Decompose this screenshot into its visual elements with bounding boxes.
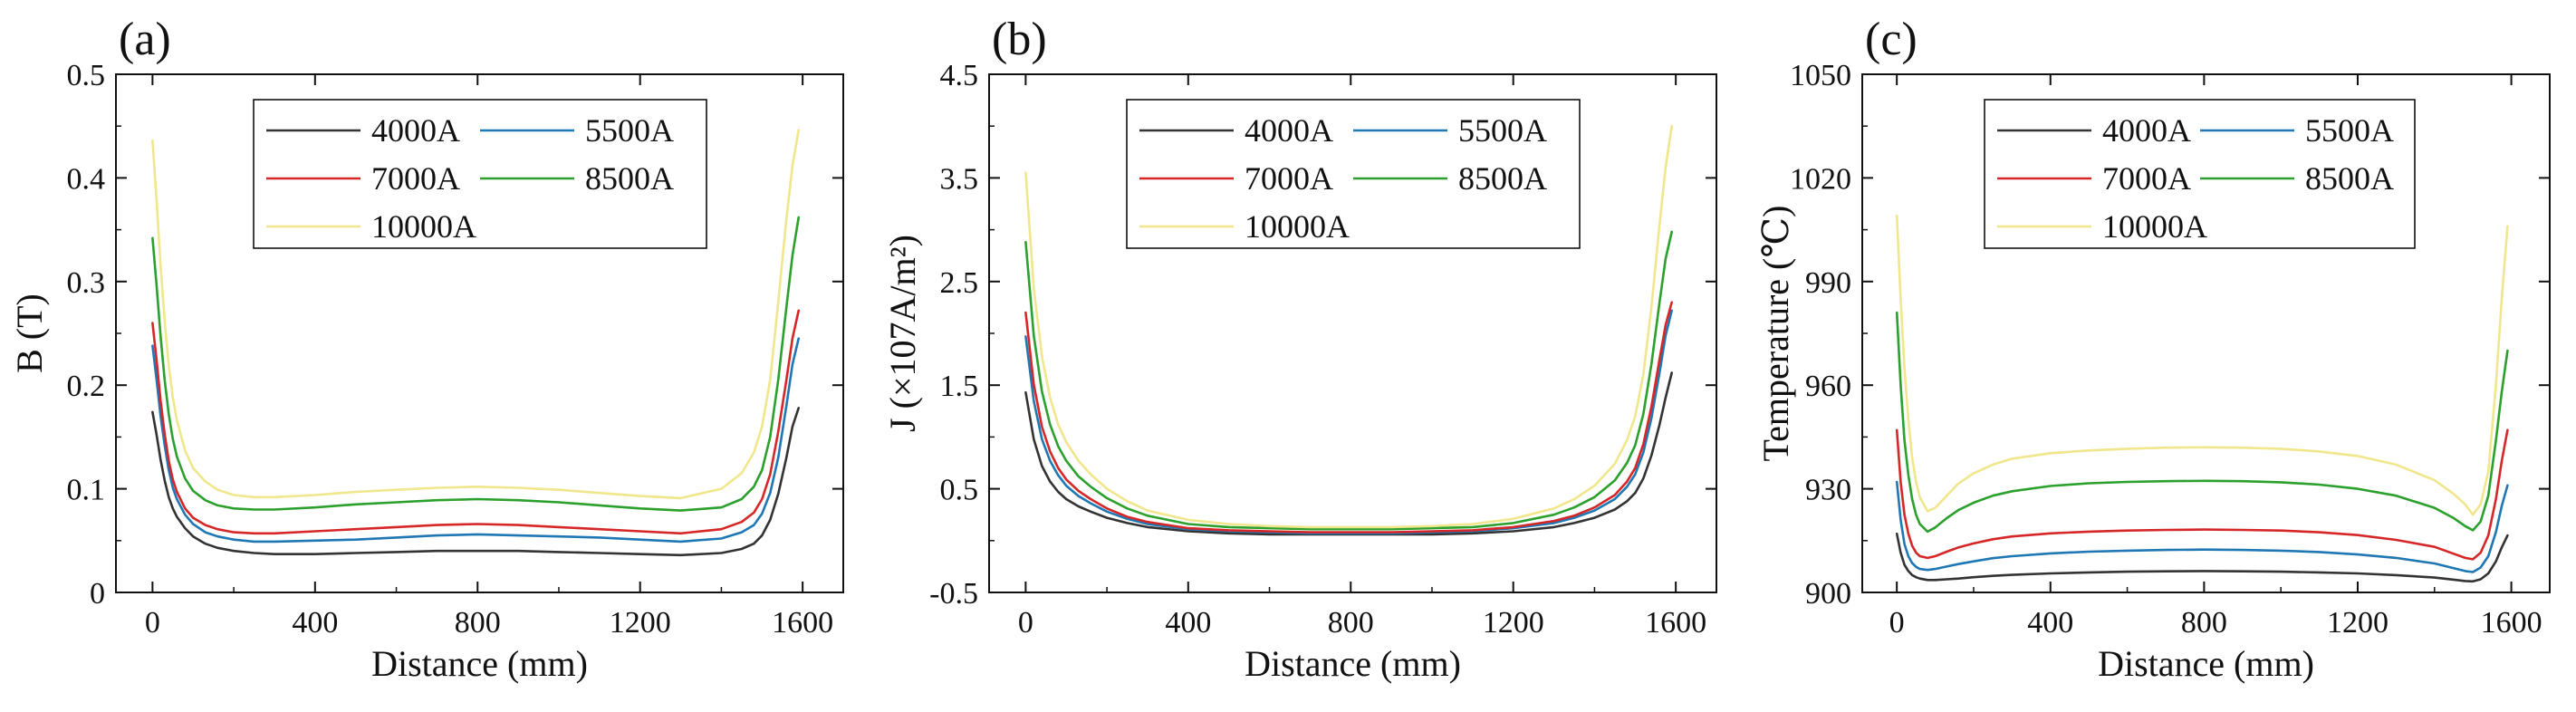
x-tick-label: 1200 <box>610 606 671 640</box>
series-line-4000a <box>151 407 800 557</box>
y-axis-title: Temperature (℃) <box>1755 206 1796 462</box>
y-tick-label: 3.5 <box>940 162 979 196</box>
x-tick-label: 0 <box>145 606 160 640</box>
legend-label-8500a: 8500A <box>585 160 674 197</box>
legend-label-10000a: 10000A <box>2102 208 2207 245</box>
legend-box <box>253 99 707 249</box>
x-axis-title: Distance (mm) <box>371 643 588 684</box>
x-tick-label: 1200 <box>2327 606 2389 640</box>
y-tick-label: 0.3 <box>67 266 106 300</box>
series-group <box>1024 124 1673 536</box>
panel-label: (b) <box>992 14 1047 65</box>
series-line-8500a <box>1024 230 1673 531</box>
panel-b: 0 400 800 1200 1600 -0.5 0.5 1.5 2.5 3.5 4.5 Distan… <box>882 14 1717 684</box>
panel-a: 0 400 800 1200 1600 0 0.1 0.2 0.3 0.4 0.5 Distance … <box>9 14 844 684</box>
y-tick-label: 2.5 <box>940 266 979 300</box>
y-tick-label: 0.5 <box>67 59 106 92</box>
panel-c: 0 400 800 1200 1600 900 930 960 990 1020 1050 Dista… <box>1755 14 2551 684</box>
legend-box <box>1126 99 1581 249</box>
y-tick-label: 0 <box>90 577 105 611</box>
series-line-7000a <box>151 309 800 535</box>
series-group <box>1895 215 2509 583</box>
x-tick-label: 0 <box>1889 606 1905 640</box>
x-tick-label: 800 <box>1328 606 1374 640</box>
x-tick-label: 800 <box>455 606 501 640</box>
series-line-5500a <box>1895 480 2509 573</box>
x-tick-label: 1200 <box>1483 606 1544 640</box>
y-tick-label: 0.2 <box>67 370 106 403</box>
panel-label: (c) <box>1865 14 1918 65</box>
y-tick-label: 0.4 <box>67 162 106 196</box>
x-tick-label: 0 <box>1018 606 1033 640</box>
series-group <box>151 129 800 557</box>
legend-label-7000a: 7000A <box>371 160 460 197</box>
y-axis-title: B (T) <box>9 293 50 373</box>
legend-label-7000a: 7000A <box>2102 160 2191 197</box>
series-line-4000a <box>1024 371 1673 536</box>
x-tick-label: 400 <box>292 606 338 640</box>
series-line-10000a <box>1024 124 1673 529</box>
legend-label-5500a: 5500A <box>2305 112 2394 149</box>
x-tick-label: 1600 <box>2481 606 2542 640</box>
legend-label-4000a: 4000A <box>371 112 460 149</box>
legend-label-4000a: 4000A <box>2102 112 2191 149</box>
series-line-4000a <box>1895 532 2509 583</box>
panel-label: (a) <box>119 14 171 65</box>
y-tick-label: 900 <box>1805 577 1851 611</box>
legend-label-5500a: 5500A <box>1458 112 1547 149</box>
series-line-7000a <box>1895 428 2509 561</box>
y-tick-label: 1050 <box>1790 59 1851 92</box>
series-line-7000a <box>1024 301 1673 534</box>
legend-label-4000a: 4000A <box>1245 112 1333 149</box>
series-line-8500a <box>151 216 800 512</box>
x-tick-label: 800 <box>2181 606 2227 640</box>
series-line-10000a <box>151 129 800 500</box>
series-line-8500a <box>1895 311 2509 534</box>
series-line-5500a <box>151 337 800 544</box>
legend-label-10000a: 10000A <box>1245 208 1350 245</box>
y-tick-label: 1.5 <box>940 370 979 403</box>
x-tick-label: 1600 <box>1645 606 1706 640</box>
legend-label-5500a: 5500A <box>585 112 674 149</box>
legend: 4000A 5500A 7000A 8500A 10000A <box>1984 99 2416 249</box>
legend-label-7000a: 7000A <box>1245 160 1333 197</box>
y-tick-label: 990 <box>1805 266 1851 300</box>
y-tick-label: 0.5 <box>940 474 979 507</box>
y-tick-label: 1020 <box>1790 162 1851 196</box>
x-tick-label: 1600 <box>772 606 833 640</box>
y-axis-title: J (×107A/m²) <box>882 235 923 432</box>
y-tick-label: 0.1 <box>67 474 106 507</box>
x-tick-label: 400 <box>2027 606 2073 640</box>
legend: 4000A 5500A 7000A 8500A 10000A <box>253 99 707 249</box>
legend-label-8500a: 8500A <box>1458 160 1547 197</box>
series-line-10000a <box>1895 215 2509 516</box>
y-tick-label: 930 <box>1805 474 1851 507</box>
y-tick-label: -0.5 <box>929 577 978 611</box>
x-axis-title: Distance (mm) <box>1245 643 1461 684</box>
y-tick-label: 4.5 <box>940 59 979 92</box>
x-tick-label: 400 <box>1165 606 1211 640</box>
y-tick-label: 960 <box>1805 370 1851 403</box>
legend-box <box>1984 99 2416 249</box>
legend: 4000A 5500A 7000A 8500A 10000A <box>1126 99 1581 249</box>
legend-label-8500a: 8500A <box>2305 160 2394 197</box>
x-axis-title: Distance (mm) <box>2098 643 2314 684</box>
legend-label-10000a: 10000A <box>371 208 476 245</box>
